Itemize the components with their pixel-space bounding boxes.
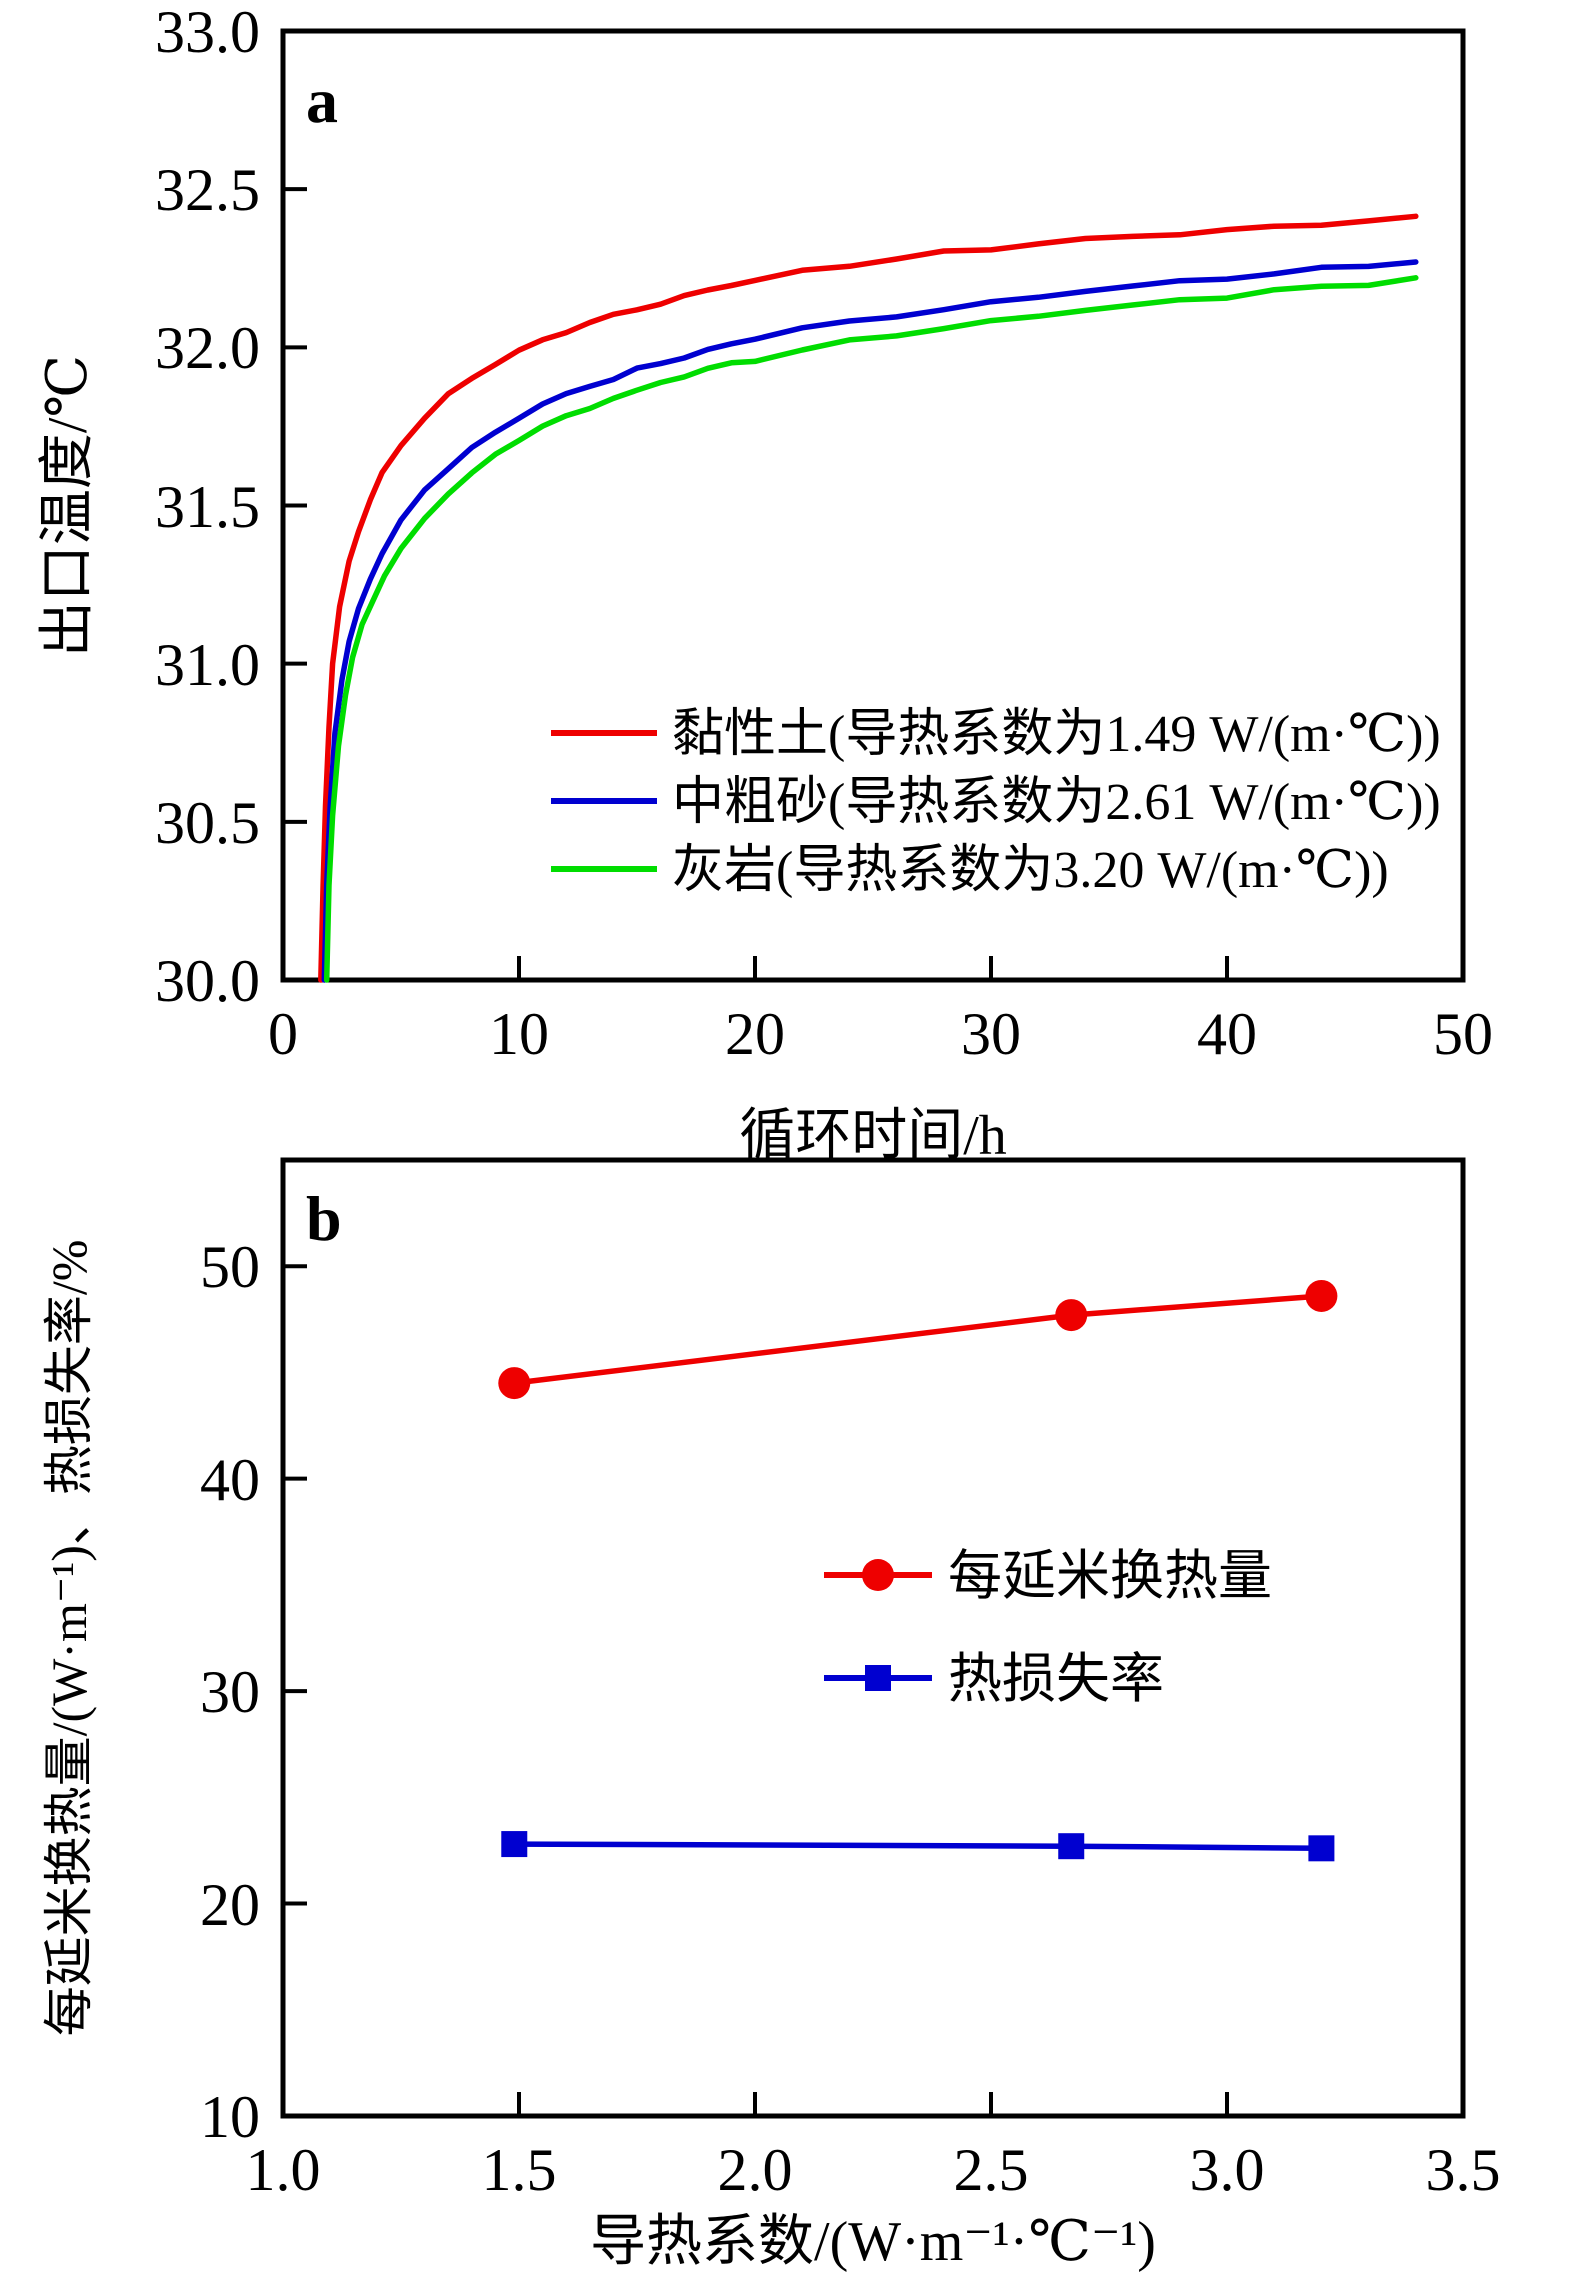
x-tick-label: 3.5 bbox=[1426, 2137, 1501, 2203]
x-tick-label: 1.0 bbox=[246, 2137, 321, 2203]
series-line-热损失率 bbox=[511, 1841, 1325, 1852]
x-tick-label: 10 bbox=[489, 1001, 549, 1067]
legend-circle-marker bbox=[862, 1559, 894, 1591]
y-tick-label: 33.0 bbox=[155, 0, 260, 65]
legend-label-sand: 中粗砂(导热系数为2.61 W/(m·℃)) bbox=[672, 774, 1441, 831]
panel-a-x-axis-title: 循环时间/h bbox=[739, 1105, 1007, 1167]
x-tick-label: 40 bbox=[1197, 1001, 1257, 1067]
y-tick-label: 10 bbox=[200, 2084, 260, 2150]
x-tick-label: 0 bbox=[268, 1001, 298, 1067]
x-tick-label: 30 bbox=[961, 1001, 1021, 1067]
x-tick-label: 3.0 bbox=[1190, 2137, 1265, 2203]
x-tick-label: 2.0 bbox=[718, 2137, 793, 2203]
series-line-黏性土 bbox=[318, 213, 1419, 983]
x-tick-label: 2.5 bbox=[954, 2137, 1029, 2203]
plot-box bbox=[280, 1157, 1466, 2119]
legend-label-heat-exchange: 每延米换热量 bbox=[948, 1546, 1272, 1606]
y-tick-label: 32.0 bbox=[155, 315, 260, 381]
panel-a-label: a bbox=[306, 65, 338, 136]
y-tick-label: 30 bbox=[200, 1659, 260, 1725]
x-tick-label: 20 bbox=[725, 1001, 785, 1067]
series-line-每延米换热量 bbox=[511, 1293, 1325, 1386]
x-tick-label: 1.5 bbox=[482, 2137, 557, 2203]
y-tick-label: 50 bbox=[200, 1234, 260, 1300]
y-tick-label: 40 bbox=[200, 1447, 260, 1513]
y-tick-label: 20 bbox=[200, 1872, 260, 1938]
series-line-灰岩 bbox=[323, 275, 1419, 983]
panel-b-label: b bbox=[306, 1183, 342, 1254]
y-tick-label: 30.0 bbox=[155, 948, 260, 1014]
y-tick-label: 31.0 bbox=[155, 632, 260, 698]
panel-b-plot-area bbox=[280, 1157, 1466, 2119]
legend-label-clay: 黏性土(导热系数为1.49 W/(m·℃)) bbox=[672, 706, 1441, 763]
legend-label-limestone: 灰岩(导热系数为3.20 W/(m·℃)) bbox=[672, 842, 1389, 899]
data-point-circle bbox=[1055, 1299, 1088, 1332]
plot-box bbox=[280, 28, 1466, 983]
y-tick-label: 30.5 bbox=[155, 790, 260, 856]
panel-a-plot-area bbox=[280, 28, 1466, 983]
legend-square-marker bbox=[865, 1665, 891, 1691]
data-point-square bbox=[1308, 1835, 1335, 1862]
panel-b-legend: 每延米换热量 热损失率 bbox=[824, 1546, 1272, 1709]
series-line-中粗砂 bbox=[321, 259, 1419, 983]
panel-a-legend: 黏性土(导热系数为1.49 W/(m·℃)) 中粗砂(导热系数为2.61 W/(… bbox=[551, 706, 1441, 899]
panel-a-y-axis-title: 出口温度/℃ bbox=[37, 355, 99, 657]
y-tick-label: 31.5 bbox=[155, 474, 260, 540]
data-point-square bbox=[1058, 1833, 1085, 1860]
panel-b-x-axis-title: 导热系数/(W·m⁻¹·℃⁻¹) bbox=[590, 2211, 1156, 2273]
data-point-square bbox=[501, 1831, 528, 1858]
legend-label-heat-loss: 热损失率 bbox=[948, 1649, 1164, 1709]
panel-b-y-axis-title: 每延米换热量/(W·m⁻¹)、热损失率/% bbox=[41, 1240, 97, 2037]
data-point-circle bbox=[1305, 1279, 1338, 1312]
x-tick-label: 50 bbox=[1433, 1001, 1493, 1067]
data-point-circle bbox=[498, 1367, 531, 1400]
y-tick-label: 32.5 bbox=[155, 157, 260, 223]
